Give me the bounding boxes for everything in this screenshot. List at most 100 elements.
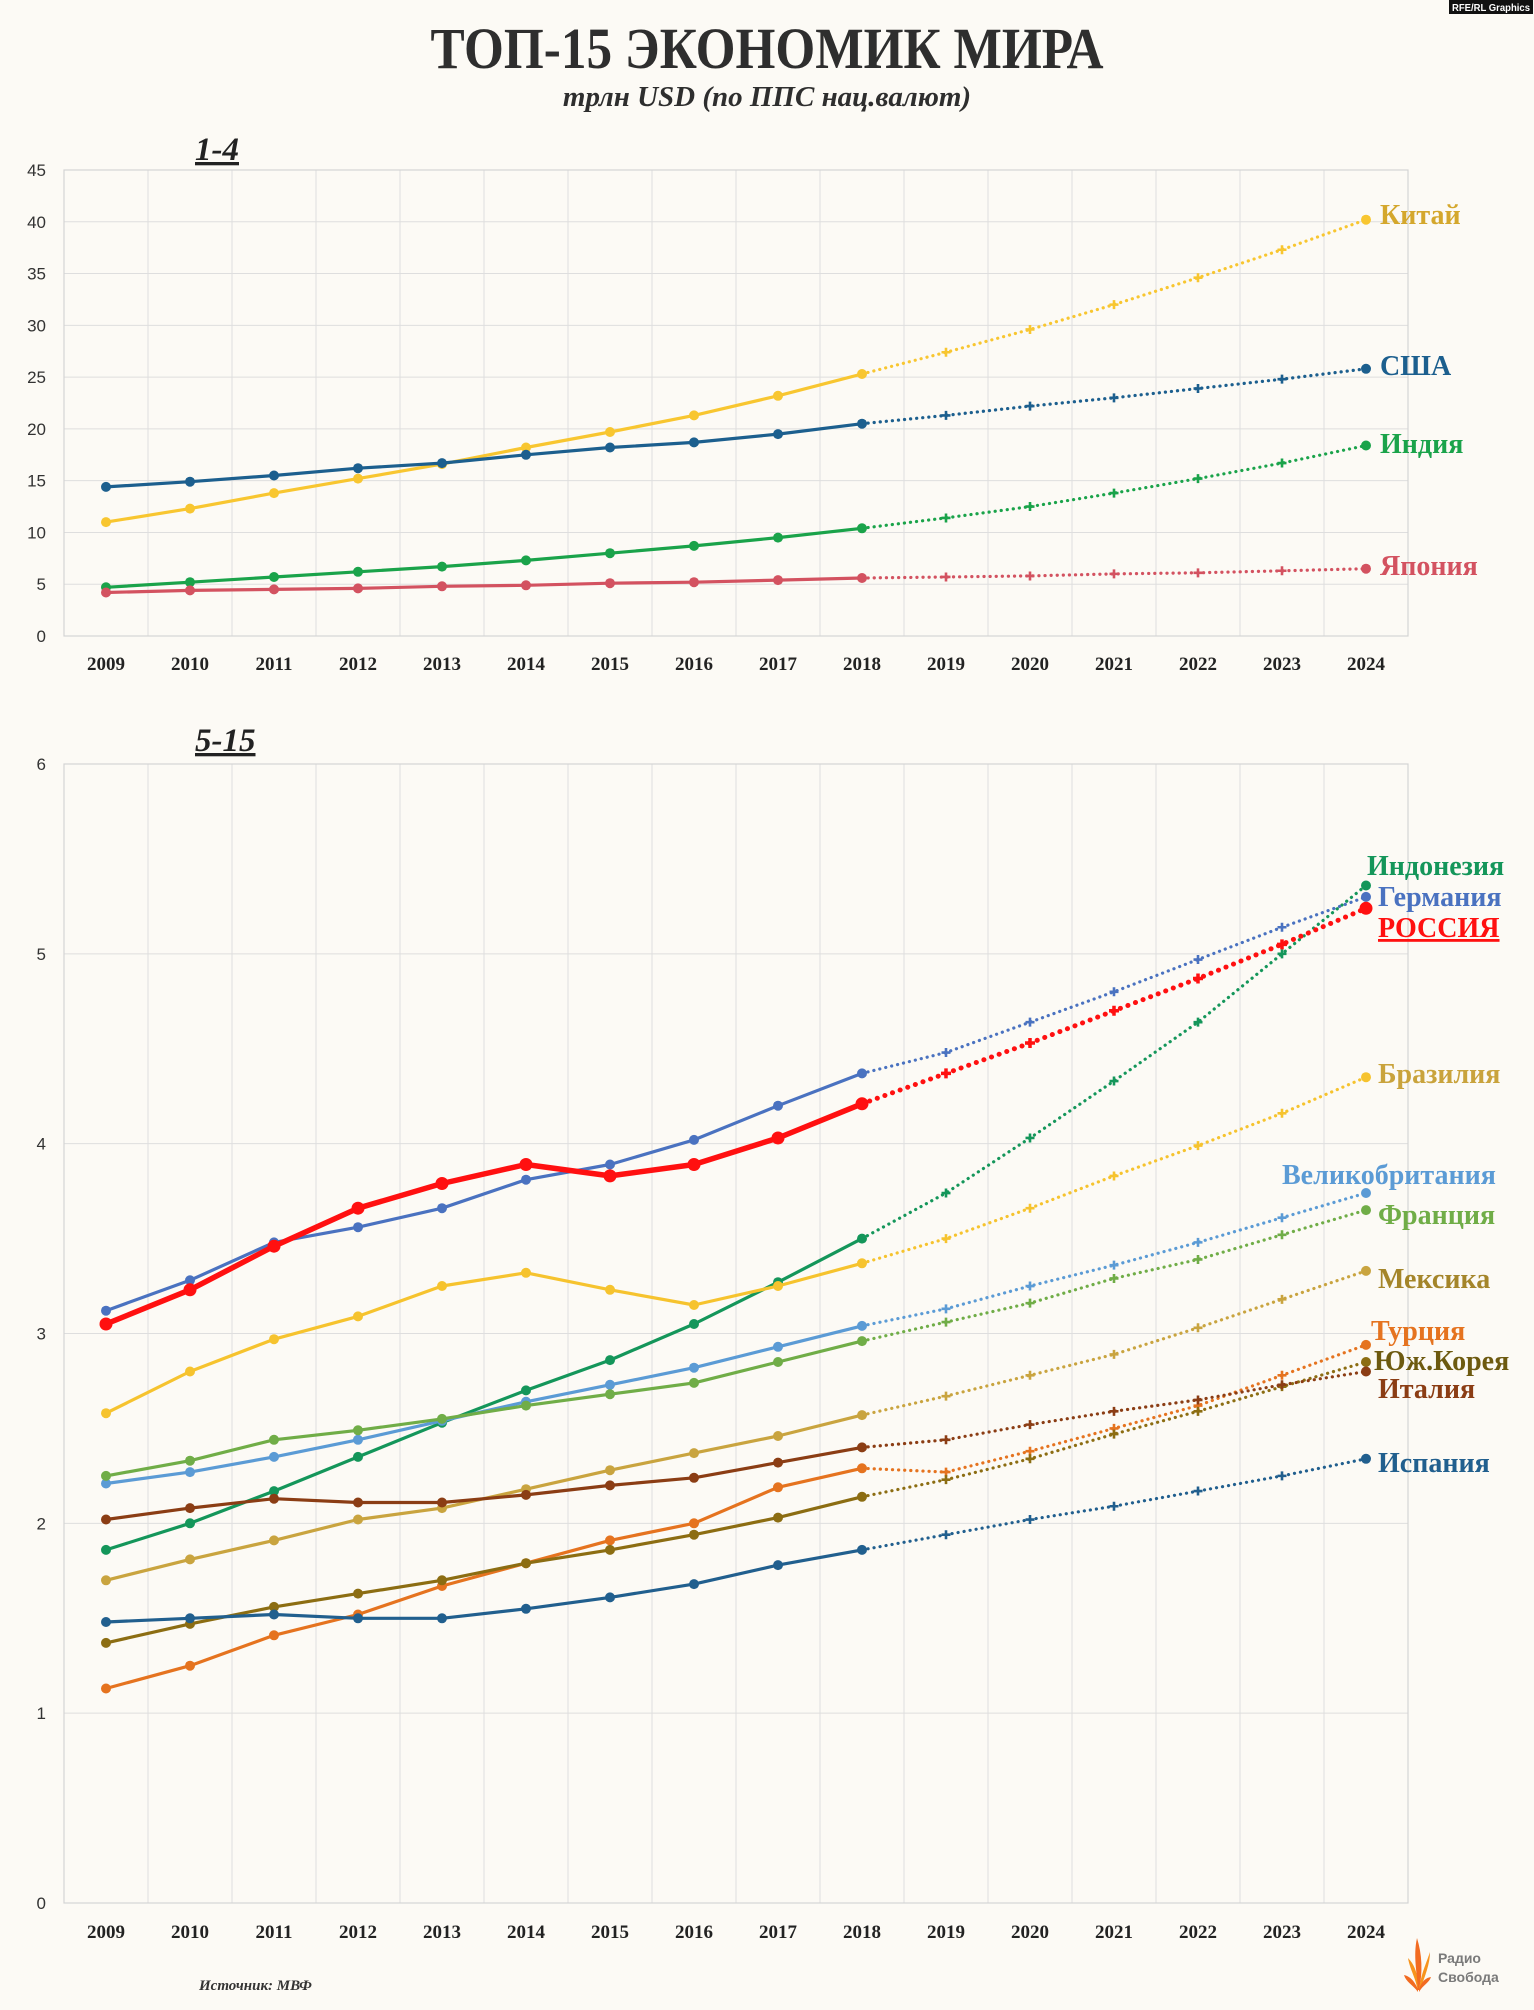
chart-2-series-10-point-2010 (185, 1503, 195, 1514)
chart-2-series-2-point-2010 (185, 1275, 195, 1286)
chart-2-series-11-point-2016 (689, 1579, 699, 1590)
chart-2-x-tick-label: 2011 (256, 1922, 293, 1943)
chart-2-series-10-point-2012 (353, 1497, 363, 1508)
chart-2-series-9-forecast-point-2020 (1025, 1454, 1035, 1464)
chart-2-y-tick-label: 5 (37, 945, 46, 964)
chart-2-series-3 (99, 901, 1373, 1331)
chart-2-y-tick-label: 4 (37, 1135, 46, 1154)
chart-2-series-7-point-2009 (101, 1575, 111, 1586)
chart-2-series-11-point-2018 (857, 1544, 867, 1555)
torch-flame-icon (1404, 1938, 1431, 1992)
chart-1-series-1-forecast-point-2022 (1193, 273, 1203, 283)
chart-2-series-10-forecast-point-2021 (1109, 1406, 1119, 1416)
series-label-india: Индия (1380, 429, 1463, 460)
chart-2-series-4-point-2018 (857, 1258, 867, 1269)
chart-1-x-tick-label: 2009 (87, 654, 125, 675)
chart-2-series-9-point-2024 (1361, 1357, 1371, 1367)
logo-text-line1: Радио (1438, 1950, 1481, 1966)
chart-2-series-4 (101, 1072, 1371, 1419)
chart-2-series-5-point-2011 (269, 1451, 279, 1462)
chart-1-series-4-forecast-point-2023 (1277, 566, 1287, 576)
chart-2-series-10-forecast-point-2019 (941, 1435, 951, 1445)
chart-2-y-tick-label: 0 (37, 1894, 46, 1913)
chart-2-series-7-point-2017 (773, 1431, 783, 1441)
chart-2-series-11-point-2013 (437, 1613, 447, 1624)
chart-2-series-9-point-2009 (101, 1637, 111, 1648)
chart-1-series-3-forecast-point-2023 (1277, 458, 1287, 468)
chart-2-series-11 (101, 1453, 1371, 1627)
chart-2-x-tick-label: 2022 (1179, 1922, 1217, 1943)
chart-2-series-7-point-2011 (269, 1535, 279, 1546)
chart-1-y-tick-label: 15 (27, 472, 46, 491)
chart-2-series-4-line-actual (104, 1261, 864, 1415)
chart-2-x-tick-label: 2018 (843, 1922, 881, 1943)
chart-2-series-3-point-2012 (351, 1201, 365, 1215)
chart-2-x-tick-label: 2010 (171, 1922, 209, 1943)
chart-2-series-11-point-2010 (185, 1613, 195, 1624)
source-note: Источник: МВФ (198, 1978, 312, 1994)
chart-2-x-tick-label: 2023 (1263, 1922, 1301, 1943)
chart-2-series-1-point-2011 (269, 1486, 279, 1497)
chart-1-series-2-point-2012 (353, 463, 363, 474)
chart-1-series-3 (101, 440, 1371, 593)
chart-1-series-4-point-2016 (689, 577, 699, 588)
chart-2-series-4-forecast-point-2019 (941, 1234, 951, 1244)
chart-2-series-7-point-2015 (605, 1465, 615, 1476)
chart-2-series-6-point-2024 (1361, 1205, 1371, 1216)
chart-2-series-7-point-2012 (353, 1514, 363, 1525)
chart-2-series-3-forecast-point-2020 (1025, 1038, 1035, 1049)
page-subtitle: трлн USD (по ППС нац.валют) (563, 81, 971, 113)
chart-2-series-7-point-2016 (689, 1448, 699, 1459)
chart-2-series-10-forecast-point-2020 (1025, 1420, 1035, 1430)
chart-1-y-tick-label: 30 (27, 316, 46, 335)
chart-1-series-3-point-2014 (521, 555, 531, 566)
chart-1-x-tick-label: 2015 (591, 654, 629, 675)
chart-1-series-2-point-2011 (269, 470, 279, 481)
chart-1-series-3-point-2018 (857, 523, 867, 534)
chart-2-series-9-point-2011 (269, 1601, 279, 1612)
chart-1-x-tick-label: 2021 (1095, 654, 1133, 675)
chart-2-series-6-point-2015 (605, 1389, 615, 1400)
chart-2-series-8-point-2016 (689, 1518, 699, 1529)
chart-2-series-6-point-2009 (101, 1470, 111, 1481)
chart-1-series-2-point-2010 (185, 476, 195, 487)
chart-1-series-4-point-2011 (269, 584, 279, 595)
chart-2-series-4-forecast-point-2023 (1277, 1108, 1287, 1118)
chart-2-series-3-point-2015 (603, 1169, 617, 1183)
chart-1-series-3-forecast-point-2021 (1109, 488, 1119, 498)
chart-2-series-11-forecast-point-2023 (1277, 1471, 1287, 1481)
chart-2-series-1-point-2015 (605, 1355, 615, 1366)
chart-1-series-4-point-2012 (353, 583, 363, 594)
chart-2-series-5-point-2024 (1361, 1188, 1371, 1198)
chart-2-series-6-forecast-point-2022 (1193, 1254, 1203, 1264)
chart-1-marks (101, 214, 1371, 598)
chart-2-series-5-point-2009 (101, 1478, 111, 1489)
chart-2-series-8-point-2015 (605, 1535, 615, 1546)
chart-2-series-11-point-2017 (773, 1560, 783, 1571)
chart-1-series-1-line-actual (104, 372, 864, 524)
chart-2-series-3-point-2010 (183, 1283, 197, 1297)
chart-2-series-10 (101, 1366, 1371, 1525)
chart-1-series-4-point-2013 (437, 581, 447, 592)
chart-1-series-2-forecast-point-2020 (1025, 401, 1035, 411)
chart-2-series-2-forecast-point-2022 (1193, 955, 1203, 965)
chart-2-series-2-point-2018 (857, 1068, 867, 1079)
chart-1-series-4-point-2017 (773, 575, 783, 586)
chart-2-series-9-point-2018 (857, 1491, 867, 1502)
chart-2-series-10-point-2018 (857, 1442, 867, 1453)
chart-2-y-tick-label: 1 (37, 1704, 46, 1723)
chart-2-series-8-point-2009 (101, 1683, 111, 1694)
chart-2-series-5-forecast-point-2019 (941, 1304, 951, 1314)
chart-2-series-2-point-2014 (521, 1174, 531, 1185)
chart-1-y-tick-label: 25 (27, 368, 46, 387)
chart-2-series-4-forecast-point-2021 (1109, 1171, 1119, 1181)
chart-1-x-tick-label: 2019 (927, 654, 965, 675)
chart-2-series-2-forecast-point-2019 (941, 1048, 951, 1058)
chart-1-series-1-point-2018 (857, 369, 867, 379)
chart-2-series-1-point-2010 (185, 1518, 195, 1529)
chart-2-series-3-point-2017 (771, 1131, 785, 1145)
chart-2-series-5-point-2017 (773, 1341, 783, 1352)
series-label-italy: Италия (1378, 1374, 1475, 1405)
chart-1-y-tick-label: 20 (27, 420, 46, 439)
chart-1-x-tick-label: 2018 (843, 654, 881, 675)
